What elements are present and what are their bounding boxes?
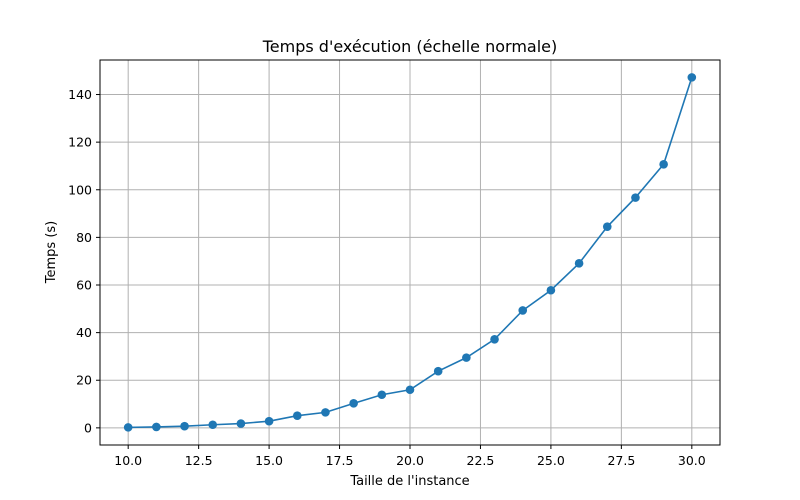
y-tick-label: 0 — [84, 420, 92, 435]
data-point — [433, 366, 443, 376]
data-point — [602, 222, 612, 231]
data-point — [123, 423, 133, 432]
series-layer — [123, 73, 697, 432]
data-point — [236, 419, 246, 428]
y-tick-label: 40 — [76, 325, 92, 340]
x-tick-label: 17.5 — [326, 453, 354, 468]
data-point — [180, 421, 189, 431]
data-point — [518, 306, 528, 315]
x-tick-label: 20.0 — [396, 453, 424, 468]
data-point — [152, 422, 161, 432]
x-tick-label: 12.5 — [185, 453, 213, 468]
grid — [100, 60, 720, 445]
data-point — [377, 390, 387, 400]
data-point — [546, 285, 556, 295]
x-tick-label: 30.0 — [678, 453, 706, 468]
y-tick-label: 120 — [68, 135, 92, 150]
y-axis-label: Temps (s) — [44, 221, 59, 284]
x-tick-label: 25.0 — [537, 453, 565, 468]
data-point — [264, 416, 274, 426]
data-point — [292, 411, 302, 421]
data-point — [687, 73, 697, 82]
data-point — [574, 259, 584, 268]
y-tick-label: 140 — [68, 87, 92, 102]
x-tick-label: 10.0 — [114, 453, 142, 468]
chart-title: Temps d'exécution (échelle normale) — [262, 37, 558, 56]
y-tick-label: 100 — [68, 182, 92, 197]
data-point — [321, 408, 330, 417]
data-point — [405, 385, 415, 395]
data-point — [462, 353, 471, 362]
y-tick-label: 60 — [76, 278, 92, 293]
x-axis-label: Taille de l'instance — [349, 474, 469, 489]
data-point — [631, 193, 640, 202]
data-point — [659, 159, 668, 169]
data-point — [490, 334, 499, 344]
x-tick-label: 15.0 — [255, 453, 283, 468]
data-point — [349, 399, 358, 408]
data-point — [208, 420, 218, 430]
x-tick-label: 27.5 — [607, 453, 635, 468]
y-tick-label: 20 — [76, 373, 92, 388]
x-tick-label: 22.5 — [467, 453, 495, 468]
axis-ticks: 10.0 12.5 15.0 17.5 20.0 22.5 25.0 27.5 30.0 0 20 4… — [68, 87, 706, 468]
y-tick-label: 80 — [76, 230, 92, 245]
